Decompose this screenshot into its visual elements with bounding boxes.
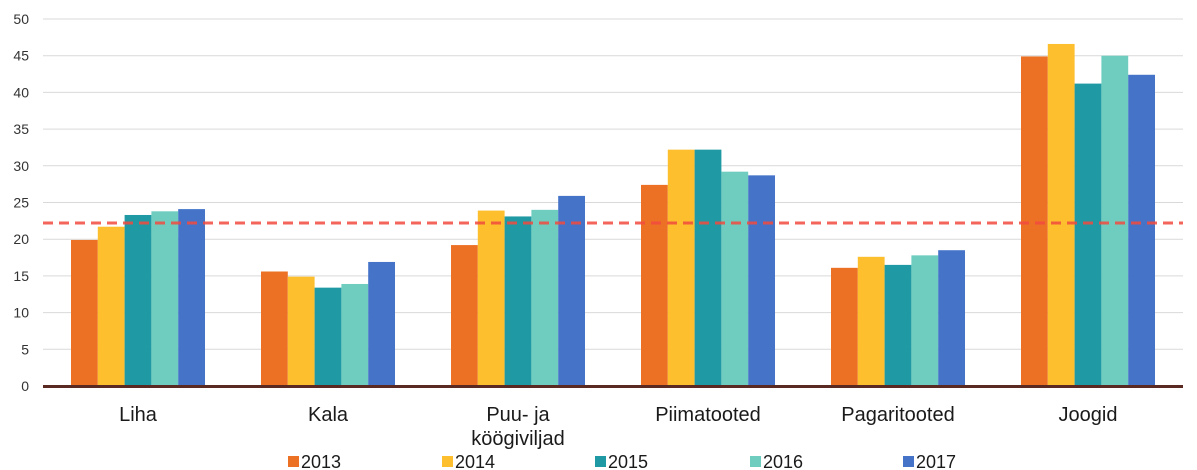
y-tick-label: 5 [21, 341, 29, 357]
bar-2015 [314, 287, 342, 386]
y-tick-label: 35 [13, 121, 29, 137]
y-tick-label: 30 [13, 158, 29, 174]
bar-2013 [451, 245, 478, 386]
x-tick-label: Puu- ja köögiviljad [471, 404, 564, 450]
x-tick-label-line: Pagaritooted [841, 404, 954, 426]
bar-2017 [748, 175, 775, 386]
x-tick-label: Kala [308, 404, 349, 426]
bar-2013 [261, 271, 288, 386]
y-tick-label: 15 [13, 268, 29, 284]
legend-label-2015: 2015 [608, 452, 648, 470]
legend: 2013 2014 2015 2016 2017 [288, 452, 956, 470]
y-tick-label: 50 [13, 11, 29, 27]
bar-2015 [884, 264, 912, 386]
legend-label-2017: 2017 [916, 452, 956, 470]
y-tick-label: 40 [13, 84, 29, 100]
y-tick-label: 25 [13, 195, 29, 211]
x-tick-label-line: Liha [119, 404, 158, 426]
legend-swatch-2013 [288, 456, 299, 467]
bar-2014 [287, 276, 315, 386]
bar-2017 [558, 195, 585, 386]
x-tick-label-line: Joogid [1059, 404, 1118, 426]
bar-2014 [97, 226, 125, 386]
x-tick-label-line: Puu- ja [486, 404, 550, 426]
y-tick-label: 45 [13, 48, 29, 64]
legend-swatch-2017 [903, 456, 914, 467]
legend-swatch-2016 [750, 456, 761, 467]
bar-2013 [71, 239, 98, 386]
bar-2016 [1101, 55, 1129, 386]
bar-2013 [641, 184, 668, 386]
bar-2016 [531, 209, 559, 386]
legend-swatch-2014 [442, 456, 453, 467]
bar-2013 [831, 267, 858, 386]
legend-label-2013: 2013 [301, 452, 341, 470]
bar-2013 [1021, 56, 1048, 387]
x-axis-category-labels: Liha Kala Puu- ja köögiviljad Piimatooted Pag… [119, 404, 1117, 450]
legend-label-2016: 2016 [763, 452, 803, 470]
x-tick-label: Piimatooted [655, 404, 761, 426]
legend-swatch-2015 [595, 456, 606, 467]
bar-2016 [721, 171, 749, 386]
bar-2017 [938, 250, 965, 386]
x-tick-label: Pagaritooted [841, 404, 954, 426]
bar-2015 [1074, 83, 1102, 386]
bar-2014 [477, 210, 505, 386]
legend-label-2014: 2014 [455, 452, 495, 470]
x-tick-label-line: köögiviljad [471, 428, 564, 450]
y-tick-label: 20 [13, 231, 29, 247]
bar-2014 [857, 256, 885, 386]
y-tick-label: 10 [13, 305, 29, 321]
x-tick-label: Liha [119, 404, 158, 426]
bar-2014 [1047, 43, 1075, 387]
x-tick-label-line: Piimatooted [655, 404, 761, 426]
gridlines [43, 18, 1183, 350]
y-axis-tick-labels: 0 5 10 15 20 25 30 35 40 45 50 [13, 11, 29, 394]
y-tick-label: 0 [21, 378, 29, 394]
x-tick-label-line: Kala [308, 404, 349, 426]
bar-2017 [178, 209, 205, 386]
bar-2017 [368, 261, 395, 386]
bar-2017 [1128, 74, 1155, 386]
bar-2016 [151, 211, 179, 386]
x-tick-label: Joogid [1059, 404, 1118, 426]
bars [71, 43, 1155, 387]
bar-2015 [504, 216, 532, 386]
bar-2016 [911, 255, 939, 386]
bar-2015 [124, 214, 152, 386]
bar-2015 [694, 149, 722, 386]
bar-2014 [667, 149, 695, 386]
bar-2016 [341, 283, 369, 386]
